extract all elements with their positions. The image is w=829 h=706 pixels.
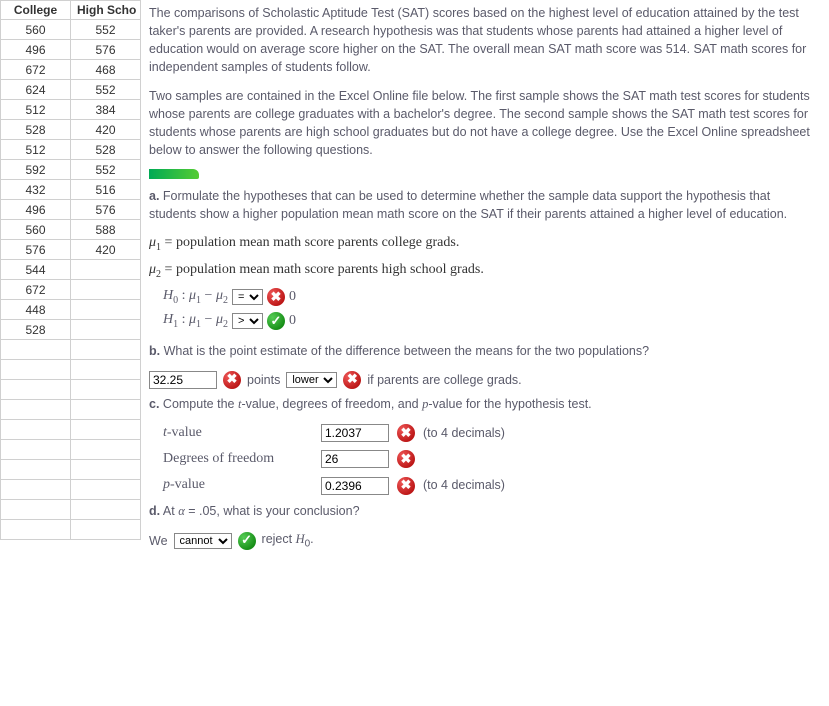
part-c-prompt: c. Compute the t-value, degrees of freed… (149, 395, 819, 413)
table-cell (71, 340, 141, 360)
table-cell (71, 320, 141, 340)
table-cell (1, 360, 71, 380)
col-header-highschool: High Scho (71, 1, 141, 20)
t-value-row: t-value ✖ (to 4 decimals) (163, 423, 819, 443)
table-cell: 592 (1, 160, 71, 180)
table-cell (71, 480, 141, 500)
table-cell (1, 400, 71, 420)
table-cell (1, 340, 71, 360)
suffix-text: if parents are college grads. (367, 371, 521, 389)
correct-icon: ✓ (238, 532, 256, 550)
table-cell (71, 420, 141, 440)
table-cell (71, 300, 141, 320)
table-cell (1, 440, 71, 460)
direction-select[interactable]: lower (286, 372, 337, 388)
table-cell: 496 (1, 40, 71, 60)
table-cell: 384 (71, 100, 141, 120)
table-cell: 576 (1, 240, 71, 260)
correct-icon: ✓ (267, 312, 285, 330)
table-cell: 528 (1, 320, 71, 340)
table-cell (1, 520, 71, 540)
table-cell: 672 (1, 60, 71, 80)
table-cell: 672 (1, 280, 71, 300)
h0-operator-select[interactable]: = (232, 289, 263, 305)
table-cell: 468 (71, 60, 141, 80)
table-cell (71, 400, 141, 420)
part-b-prompt: b. What is the point estimate of the dif… (149, 342, 819, 360)
p-value-input[interactable] (321, 477, 389, 495)
h0-value: 0 (289, 287, 296, 307)
table-cell (71, 440, 141, 460)
table-cell: 560 (1, 220, 71, 240)
table-cell: 432 (1, 180, 71, 200)
table-cell: 496 (1, 200, 71, 220)
we-label: We (149, 532, 168, 550)
table-cell (1, 420, 71, 440)
points-label: points (247, 371, 280, 389)
h1-value: 0 (289, 311, 296, 331)
wrong-icon: ✖ (397, 450, 415, 468)
wrong-icon: ✖ (343, 371, 361, 389)
table-cell: 448 (1, 300, 71, 320)
table-cell (1, 480, 71, 500)
table-cell (1, 380, 71, 400)
h1-row: H1 : μ1 − μ2 > ✓ 0 (163, 310, 819, 332)
point-estimate-row: ✖ points lower ✖ if parents are college … (149, 371, 819, 389)
wrong-icon: ✖ (267, 288, 285, 306)
table-cell: 420 (71, 120, 141, 140)
table-cell: 560 (1, 20, 71, 40)
wrong-icon: ✖ (397, 477, 415, 495)
t-note: (to 4 decimals) (423, 424, 505, 442)
df-row: Degrees of freedom ✖ (163, 449, 819, 469)
conclusion-select[interactable]: cannot (174, 533, 232, 549)
question-content: The comparisons of Scholastic Aptitude T… (141, 0, 829, 568)
wrong-icon: ✖ (397, 424, 415, 442)
excel-icon[interactable] (149, 169, 199, 179)
table-cell: 552 (71, 160, 141, 180)
table-cell (71, 460, 141, 480)
table-cell (71, 360, 141, 380)
h1-operator-select[interactable]: > (232, 313, 263, 329)
table-cell (71, 520, 141, 540)
table-cell: 516 (71, 180, 141, 200)
table-cell: 576 (71, 200, 141, 220)
mu1-definition: μ1 = population mean math score parents … (149, 233, 819, 255)
table-cell (71, 380, 141, 400)
df-input[interactable] (321, 450, 389, 468)
reject-text: reject H0. (262, 530, 314, 552)
p-value-row: p-value ✖ (to 4 decimals) (163, 475, 819, 495)
table-cell: 552 (71, 80, 141, 100)
table-cell: 576 (71, 40, 141, 60)
table-cell (1, 460, 71, 480)
t-value-input[interactable] (321, 424, 389, 442)
h0-row: H0 : μ1 − μ2 = ✖ 0 (163, 286, 819, 308)
mu2-definition: μ2 = population mean math score parents … (149, 260, 819, 282)
table-cell: 624 (1, 80, 71, 100)
conclusion-row: We cannot ✓ reject H0. (149, 530, 819, 552)
table-cell (71, 260, 141, 280)
table-cell: 544 (1, 260, 71, 280)
point-estimate-input[interactable] (149, 371, 217, 389)
table-cell (71, 280, 141, 300)
part-d-prompt: d. At α = .05, what is your conclusion? (149, 502, 819, 520)
table-cell: 528 (71, 140, 141, 160)
part-a-prompt: a. Formulate the hypotheses that can be … (149, 187, 819, 223)
table-cell (1, 500, 71, 520)
table-cell: 512 (1, 140, 71, 160)
table-cell: 420 (71, 240, 141, 260)
table-cell: 588 (71, 220, 141, 240)
table-cell: 552 (71, 20, 141, 40)
intro-paragraph-1: The comparisons of Scholastic Aptitude T… (149, 4, 819, 77)
table-cell: 512 (1, 100, 71, 120)
table-cell (71, 500, 141, 520)
wrong-icon: ✖ (223, 371, 241, 389)
table-cell: 528 (1, 120, 71, 140)
col-header-college: College (1, 1, 71, 20)
p-note: (to 4 decimals) (423, 476, 505, 494)
data-table: College High Scho 5605524965766724686245… (0, 0, 141, 540)
intro-paragraph-2: Two samples are contained in the Excel O… (149, 87, 819, 160)
